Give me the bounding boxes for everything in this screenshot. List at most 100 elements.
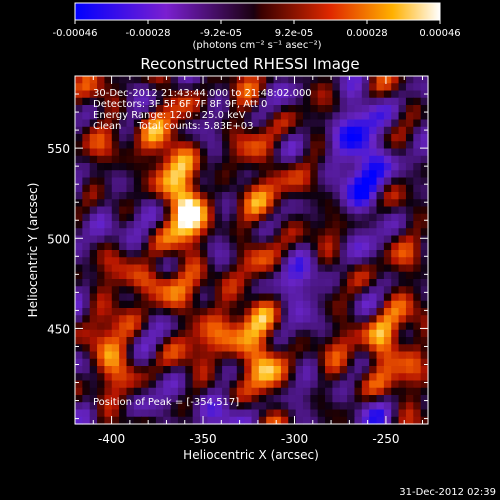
heatmap-cell xyxy=(354,83,363,92)
heatmap-cell xyxy=(288,97,297,106)
heatmap-cell xyxy=(104,344,113,353)
heatmap-cell xyxy=(398,402,407,411)
heatmap-cell xyxy=(141,199,150,208)
heatmap-cell xyxy=(111,141,120,150)
heatmap-cell xyxy=(244,228,253,237)
heatmap-cell xyxy=(310,105,319,113)
heatmap-cell xyxy=(148,279,157,287)
heatmap-cell xyxy=(332,221,341,229)
heatmap-cell xyxy=(148,177,157,186)
heatmap-cell xyxy=(391,213,400,222)
heatmap-cell xyxy=(347,366,356,374)
heatmap-cell xyxy=(354,148,363,157)
heatmap-cell xyxy=(200,257,208,266)
heatmap-cell xyxy=(170,358,179,367)
heatmap-cell xyxy=(317,395,326,403)
heatmap-cell xyxy=(280,83,289,92)
heatmap-cell xyxy=(185,351,194,360)
heatmap-cell xyxy=(126,221,135,229)
heatmap-cell xyxy=(325,358,333,367)
heatmap-cell xyxy=(89,337,98,345)
heatmap-cell xyxy=(302,184,311,193)
heatmap-cell xyxy=(354,416,363,425)
heatmap-cell xyxy=(177,206,186,215)
heatmap-cell xyxy=(111,373,120,382)
heatmap-cell xyxy=(332,141,341,150)
heatmap-cell xyxy=(111,235,120,244)
heatmap-cell xyxy=(126,105,135,113)
heatmap-cell xyxy=(207,308,216,316)
heatmap-cell xyxy=(354,177,363,186)
heatmap-cell xyxy=(97,170,106,179)
heatmap-cell xyxy=(332,250,341,258)
heatmap-cell xyxy=(251,308,260,316)
heatmap-cell xyxy=(420,134,429,142)
heatmap-cell xyxy=(89,148,98,157)
heatmap-cell xyxy=(170,155,179,164)
heatmap-cell xyxy=(405,366,414,374)
heatmap-cell xyxy=(258,395,267,403)
heatmap-cell xyxy=(126,358,135,367)
heatmap-cell xyxy=(347,199,356,208)
heatmap-cell xyxy=(332,416,341,425)
heatmap-cell xyxy=(413,337,422,345)
heatmap-cell xyxy=(369,242,378,251)
heatmap-cell xyxy=(413,105,422,113)
heatmap-cell xyxy=(332,409,341,418)
heatmap-cell xyxy=(280,97,289,106)
heatmap-cell xyxy=(236,155,245,164)
heatmap-cell xyxy=(170,192,179,200)
heatmap-cell xyxy=(332,199,341,208)
heatmap-cell xyxy=(332,148,341,157)
heatmap-cell xyxy=(214,221,223,229)
heatmap-cell xyxy=(97,163,106,171)
heatmap-cell xyxy=(126,177,135,186)
heatmap-cell xyxy=(200,300,208,309)
heatmap-cell xyxy=(273,337,282,345)
heatmap-cell xyxy=(332,83,341,92)
heatmap-cell xyxy=(251,416,260,425)
heatmap-cell xyxy=(97,112,106,121)
heatmap-cell xyxy=(325,221,333,229)
heatmap-cell xyxy=(200,373,208,382)
heatmap-cell xyxy=(244,112,253,121)
heatmap-cell xyxy=(75,141,83,150)
heatmap-cell xyxy=(273,148,282,157)
heatmap-cell xyxy=(280,155,289,164)
heatmap-cell xyxy=(405,264,414,273)
heatmap-cell xyxy=(236,163,245,171)
heatmap-cell xyxy=(273,329,282,338)
heatmap-cell xyxy=(369,344,378,353)
heatmap-cell xyxy=(170,235,179,244)
heatmap-cell xyxy=(273,112,282,121)
heatmap-cell xyxy=(251,380,260,389)
heatmap-cell xyxy=(214,192,223,200)
heatmap-cell xyxy=(200,358,208,367)
heatmap-cell xyxy=(383,221,392,229)
heatmap-cell xyxy=(200,286,208,295)
heatmap-cell xyxy=(332,163,341,171)
heatmap-cell xyxy=(236,90,245,99)
heatmap-cell xyxy=(192,366,201,374)
heatmap-cell xyxy=(141,271,150,280)
heatmap-cell xyxy=(258,155,267,164)
heatmap-cell xyxy=(398,373,407,382)
heatmap-cell xyxy=(111,286,120,295)
heatmap-cell xyxy=(236,105,245,113)
heatmap-cell xyxy=(185,134,194,142)
heatmap-cell xyxy=(170,279,179,287)
heatmap-cell xyxy=(398,351,407,360)
heatmap-cell xyxy=(133,105,142,113)
heatmap-cell xyxy=(229,206,238,215)
heatmap-cell xyxy=(119,235,128,244)
heatmap-cell xyxy=(258,90,267,99)
heatmap-cell xyxy=(75,395,83,403)
heatmap-cell xyxy=(141,358,150,367)
heatmap-cell xyxy=(361,329,370,338)
heatmap-cell xyxy=(126,206,135,215)
heatmap-cell xyxy=(413,257,422,266)
heatmap-cell xyxy=(126,235,135,244)
heatmap-cell xyxy=(258,105,267,113)
heatmap-cell xyxy=(222,358,231,367)
heatmap-cell xyxy=(302,366,311,374)
